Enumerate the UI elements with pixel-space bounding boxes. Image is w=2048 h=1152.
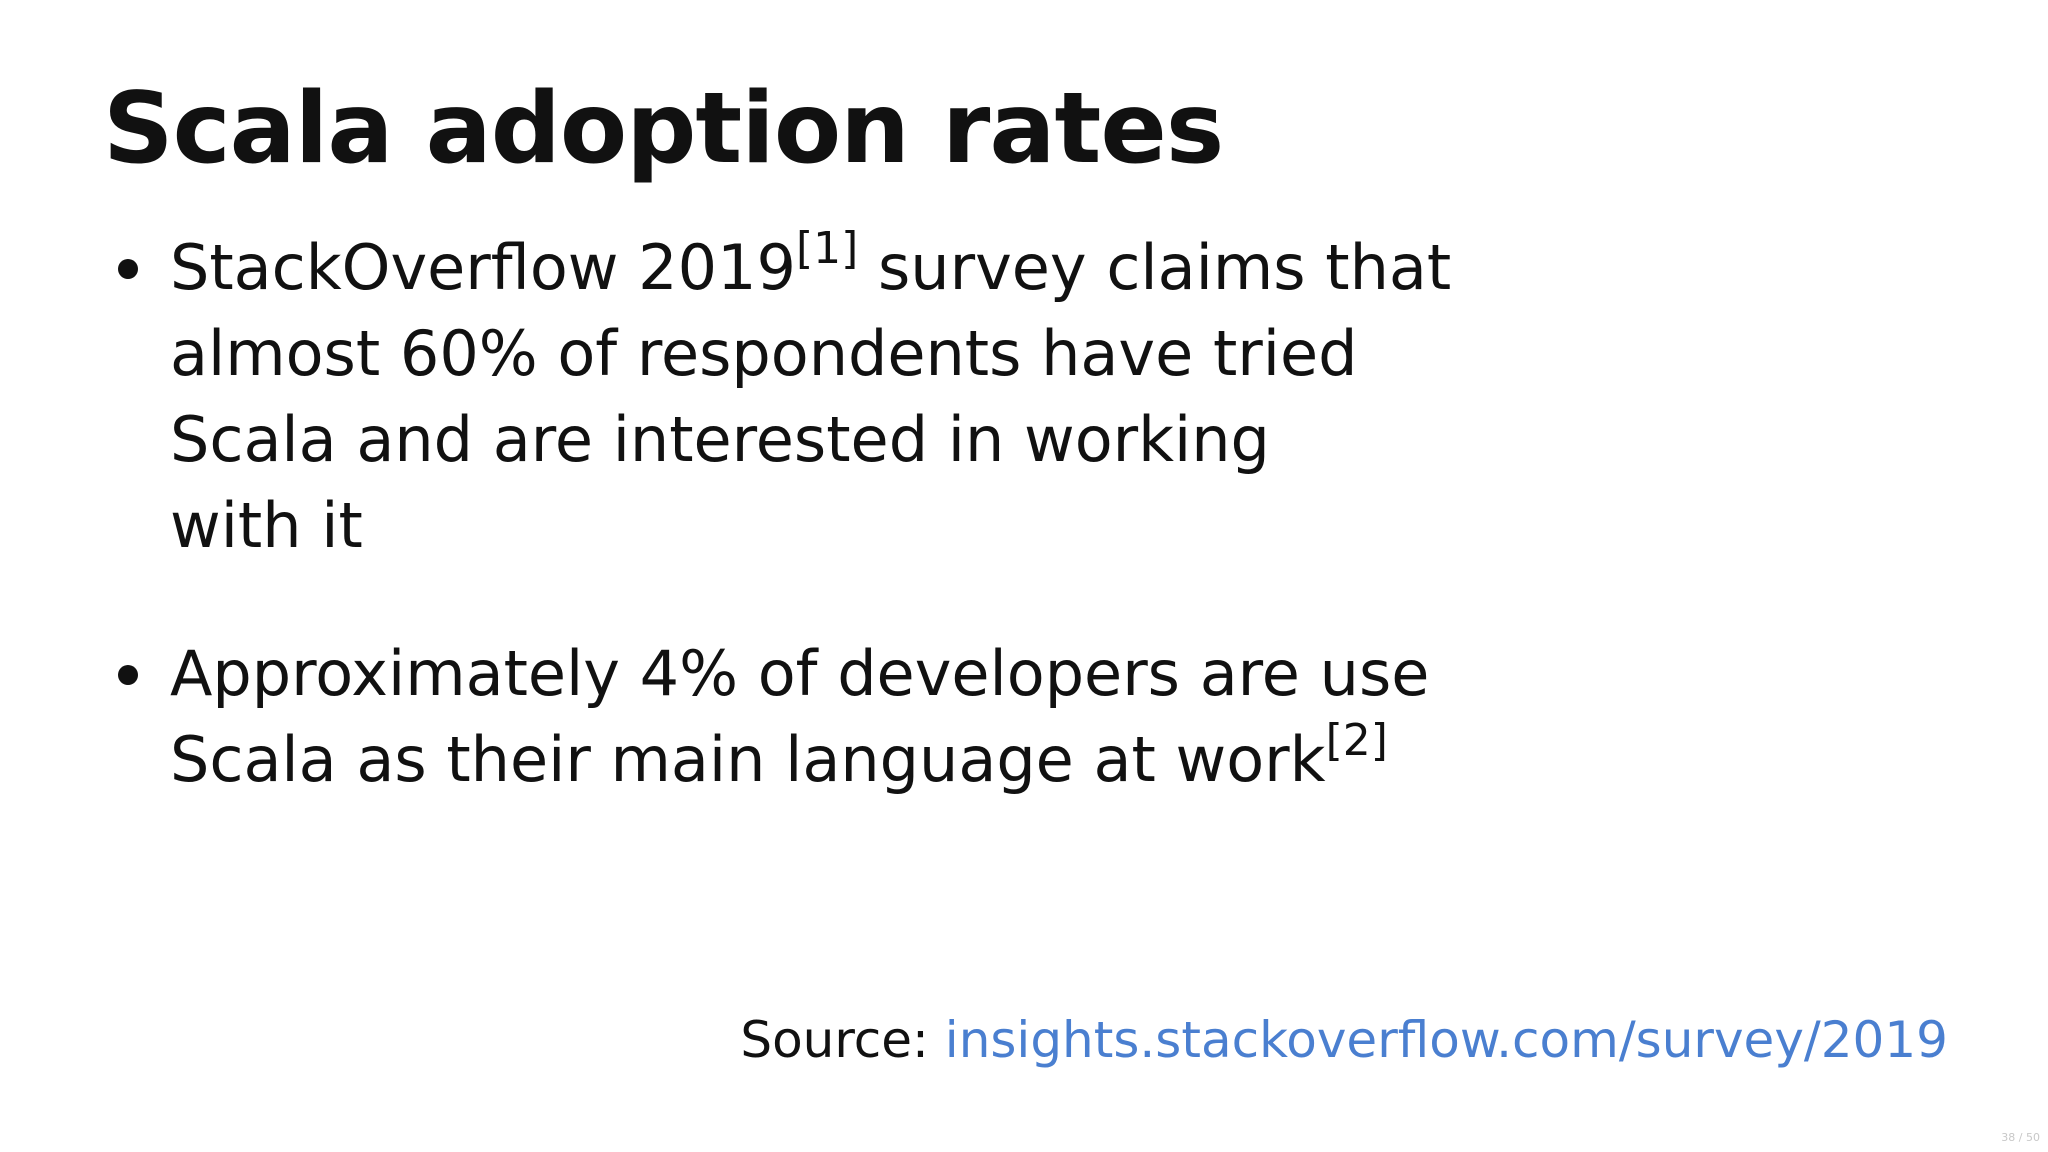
bullet-line: with it — [170, 489, 363, 562]
bullet-line: StackOverflow 2019[1] survey claims that — [170, 225, 1510, 311]
bullet-icon — [118, 665, 138, 685]
bullet-icon — [118, 259, 138, 279]
bullet-line: Scala as their main language at work[2] — [170, 717, 1510, 803]
bullet-text: Scala as their main language at work — [170, 723, 1326, 796]
source-label: Source: — [740, 1011, 945, 1069]
bullet-line: Approximately 4% of developers are use — [170, 637, 1430, 710]
source-citation: Source: insights.stackoverflow.com/surve… — [740, 1005, 1948, 1075]
bullet-text: StackOverflow 2019 — [170, 231, 796, 304]
bullet-item: StackOverflow 2019[1] survey claims that… — [110, 225, 1510, 569]
source-link[interactable]: insights.stackoverflow.com/survey/2019 — [944, 1011, 1948, 1069]
slide-title: Scala adoption rates — [103, 72, 1224, 186]
bullet-item: Approximately 4% of developers are use S… — [110, 631, 1510, 803]
bullet-text: survey claims that — [858, 231, 1452, 304]
footnote-ref[interactable]: [2] — [1325, 715, 1388, 766]
footnote-ref[interactable]: [1] — [795, 223, 859, 274]
bullet-line: almost 60% of respondents have tried — [170, 317, 1358, 390]
page-number: 38 / 50 — [2001, 1131, 2040, 1144]
bullet-line: Scala and are interested in working — [170, 403, 1270, 476]
bullet-list: StackOverflow 2019[1] survey claims that… — [110, 225, 1510, 803]
